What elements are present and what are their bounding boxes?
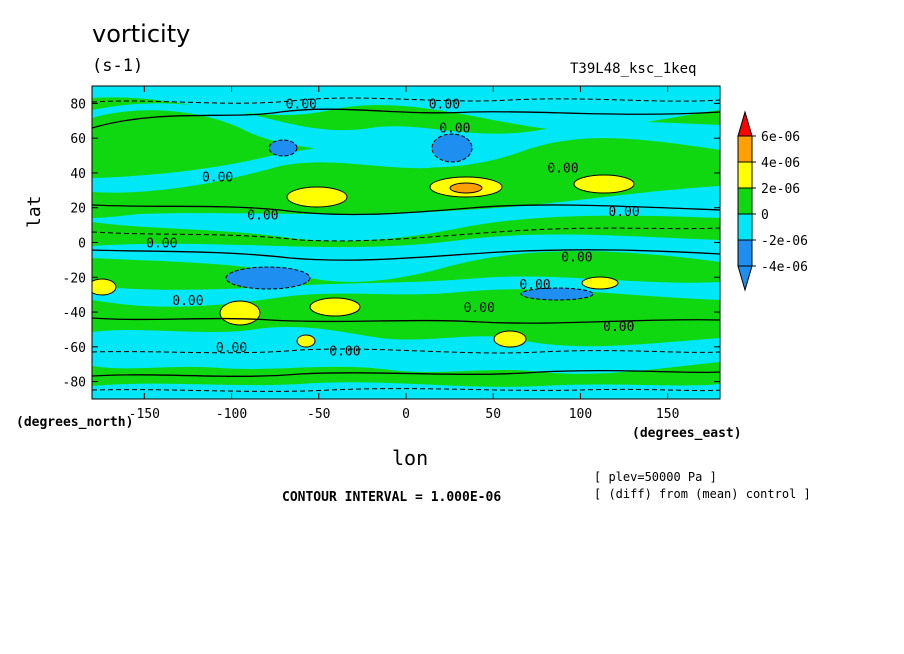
contour-label: 0.00 bbox=[146, 237, 177, 252]
chart-title: vorticity bbox=[92, 20, 191, 48]
contour-field bbox=[92, 86, 720, 399]
negative-zone-north-band bbox=[92, 103, 720, 168]
contour-label: 0.00 bbox=[603, 320, 634, 335]
x-axis: -150 -100 -50 0 50 100 150 bbox=[129, 86, 679, 422]
negative-zone-antarctic bbox=[92, 382, 720, 399]
anomaly-yellow-6 bbox=[581, 276, 619, 290]
negative-zone-midlat-north bbox=[92, 144, 430, 193]
y-tick-label: 0 bbox=[78, 237, 86, 252]
contour-label: 0.00 bbox=[547, 162, 578, 177]
anomaly-yellow-5 bbox=[493, 330, 527, 348]
contour-line bbox=[92, 204, 720, 216]
contour-labels: 0.00 0.00 0.00 0.00 0.00 0.00 0.00 0.00 0.00 0.00… bbox=[146, 97, 640, 359]
anomaly-blue-1 bbox=[431, 133, 473, 163]
x-axis-label: lon bbox=[392, 446, 429, 470]
colorbar-min-arrow bbox=[737, 265, 753, 292]
difference-note: [ (diff) from (mean) control ] bbox=[594, 487, 811, 501]
anomaly-yellow-3 bbox=[219, 300, 261, 326]
anomaly-yellow-7 bbox=[92, 278, 117, 296]
negative-zone-south-midlat bbox=[92, 276, 720, 307]
colorbar-label: -2e-06 bbox=[761, 234, 808, 249]
y-tick-label: -40 bbox=[63, 306, 86, 321]
colorbar-label: -4e-06 bbox=[761, 260, 808, 275]
colorbar-label: 0 bbox=[761, 208, 769, 223]
x-tick-label: -150 bbox=[129, 407, 160, 422]
colorbar-band bbox=[737, 187, 753, 215]
y-tick-label: 40 bbox=[70, 167, 86, 182]
y-axis: 80 60 40 20 0 -20 -40 -60 -80 bbox=[63, 97, 720, 391]
contour-interval: CONTOUR INTERVAL = 1.000E-06 bbox=[282, 490, 502, 505]
colorbar-band bbox=[737, 239, 753, 267]
contour-label: 0.00 bbox=[247, 209, 278, 224]
contour-line-dashed bbox=[92, 97, 720, 104]
contour-line bbox=[92, 369, 720, 377]
x-tick-label: 100 bbox=[569, 407, 592, 422]
x-tick-label: 50 bbox=[485, 407, 501, 422]
anomaly-orange-1-core bbox=[449, 182, 483, 194]
y-tick-label: -20 bbox=[63, 271, 86, 286]
anomaly-blue-3 bbox=[225, 266, 311, 290]
anomaly-yellow-4 bbox=[309, 297, 361, 317]
contour-label: 0.00 bbox=[286, 97, 317, 112]
negative-zone-north bbox=[92, 86, 720, 130]
contour-line-dashed bbox=[92, 227, 720, 242]
contour-label: 0.00 bbox=[519, 278, 550, 293]
anomaly-blue-2 bbox=[268, 139, 298, 157]
colorbar-band bbox=[737, 213, 753, 241]
contour-line bbox=[92, 317, 720, 324]
colorbar-band bbox=[737, 135, 753, 163]
contour-label: 0.00 bbox=[329, 344, 360, 359]
anomaly-yellow-1 bbox=[286, 186, 348, 208]
x-tick-label: 150 bbox=[656, 407, 679, 422]
colorbar-label: 6e-06 bbox=[761, 130, 800, 145]
contour-label: 0.00 bbox=[172, 294, 203, 309]
contour-label: 0.00 bbox=[202, 170, 233, 185]
colorbar-label: 4e-06 bbox=[761, 156, 800, 171]
colorbar-label: 2e-06 bbox=[761, 182, 800, 197]
y-tick-label: -80 bbox=[63, 376, 86, 391]
colorbar-band bbox=[737, 161, 753, 189]
contour-line-dashed bbox=[92, 388, 720, 392]
colorbar: 6e-06 4e-06 2e-06 0 -2e-06 -4e-06 bbox=[737, 110, 808, 292]
contour-label: 0.00 bbox=[464, 301, 495, 316]
x-tick-label: 0 bbox=[402, 407, 410, 422]
contour-label: 0.00 bbox=[608, 205, 639, 220]
contour-line-dashed bbox=[92, 348, 720, 354]
contour-line bbox=[92, 249, 720, 261]
y-tick-label: 20 bbox=[70, 202, 86, 217]
anomaly-yellow-2 bbox=[573, 174, 635, 194]
anomaly-blue-4 bbox=[520, 287, 594, 301]
colorbar-max-arrow bbox=[737, 110, 753, 137]
y-tick-label: 80 bbox=[70, 97, 86, 112]
anomaly-yellow-8 bbox=[296, 334, 316, 348]
pressure-level-note: [ plev=50000 Pa ] bbox=[594, 470, 717, 484]
contour-label: 0.00 bbox=[561, 250, 592, 265]
y-tick-label: -60 bbox=[63, 341, 86, 356]
y-tick-label: 60 bbox=[70, 132, 86, 147]
negative-zone-equator bbox=[92, 186, 720, 241]
units-label: (s-1) bbox=[92, 56, 144, 76]
x-tick-label: -100 bbox=[216, 407, 247, 422]
contour-label: 0.00 bbox=[439, 122, 470, 137]
y-axis-units: (degrees_north) bbox=[16, 415, 134, 430]
run-name: T39L48_ksc_1keq bbox=[570, 61, 697, 77]
contour-line bbox=[92, 108, 720, 129]
contour-label: 0.00 bbox=[216, 341, 247, 356]
x-tick-label: -50 bbox=[307, 407, 330, 422]
contour-label: 0.00 bbox=[429, 97, 460, 112]
x-axis-units: (degrees_east) bbox=[632, 426, 742, 441]
